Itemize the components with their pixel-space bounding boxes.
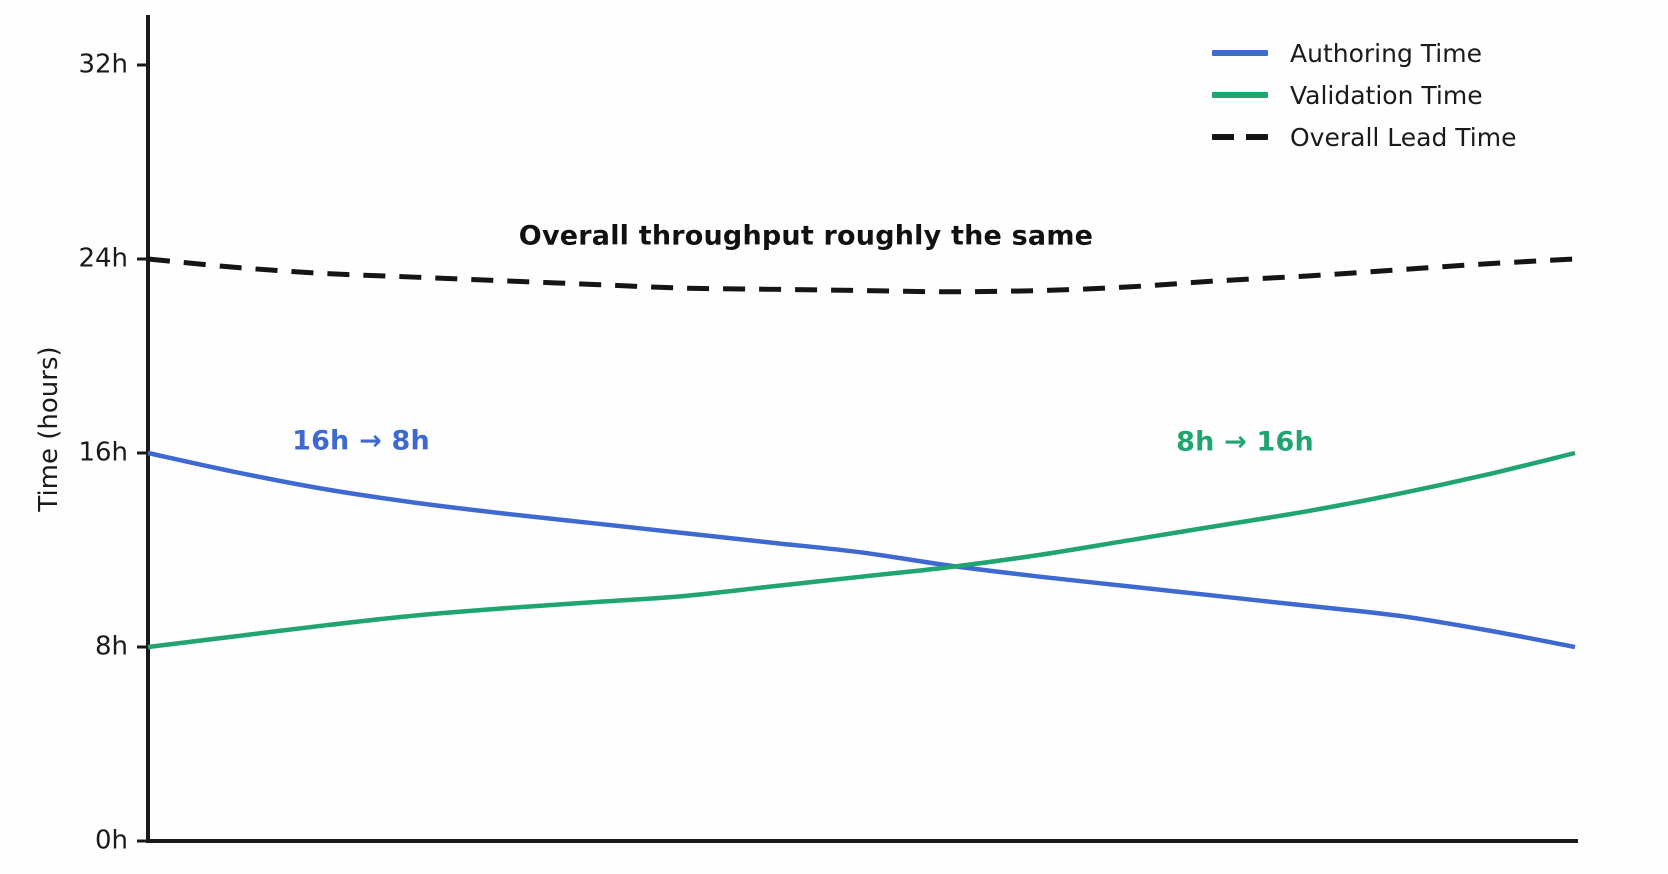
y-tick-label-0h: 0h xyxy=(94,825,128,856)
lead-time-dashed-swatch-icon xyxy=(1212,134,1268,140)
annotation-validation-change: 8h → 16h xyxy=(1176,426,1314,458)
y-tick-label-8h: 8h xyxy=(94,631,128,662)
legend-label-authoring: Authoring Time xyxy=(1290,38,1482,68)
legend: Authoring Time Validation Time Overall L… xyxy=(1212,32,1516,158)
annotation-authoring-change: 16h → 8h xyxy=(292,425,430,457)
y-tick-label-32h: 32h xyxy=(78,49,128,80)
legend-item-validation: Validation Time xyxy=(1212,74,1516,116)
y-axis-label: Time (hours) xyxy=(34,346,64,512)
y-tick-label-24h: 24h xyxy=(78,243,128,274)
annotation-overall-throughput: Overall throughput roughly the same xyxy=(518,220,1094,252)
validation-line-swatch-icon xyxy=(1212,92,1268,98)
legend-label-lead-time: Overall Lead Time xyxy=(1290,122,1517,152)
legend-label-validation: Validation Time xyxy=(1290,80,1483,110)
y-tick-label-16h: 16h xyxy=(78,437,128,468)
legend-item-authoring: Authoring Time xyxy=(1212,32,1516,74)
legend-item-lead-time: Overall Lead Time xyxy=(1212,116,1516,158)
authoring-line-swatch-icon xyxy=(1212,50,1268,56)
